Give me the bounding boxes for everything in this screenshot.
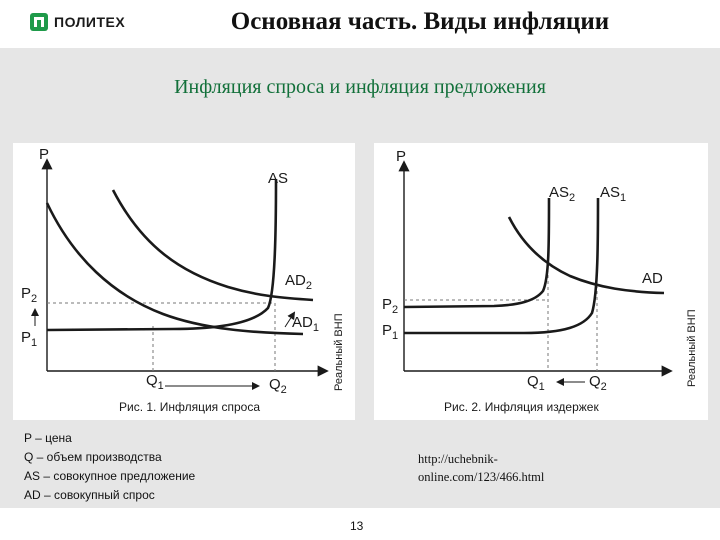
figure-cost-inflation: P AS2 AS1 AD P2 P1 Q1 Q2 Реальный ВНП Ри… <box>374 143 708 420</box>
q2-label: Q2 <box>269 376 287 396</box>
ad-shift-arrow <box>284 311 296 328</box>
ad1-label: AD1 <box>292 314 319 334</box>
p1-label: P1 <box>382 322 398 342</box>
x-axis-label: Реальный ВНП <box>686 309 698 387</box>
ad-label: AD <box>642 270 663 287</box>
slide-title: Основная часть. Виды инфляции <box>230 8 610 35</box>
ad-curve <box>507 216 665 295</box>
y-axis-label: P <box>396 148 406 165</box>
as2-curve <box>403 197 551 309</box>
legend-item: AD – совокупный спрос <box>24 488 155 502</box>
ad2-curve <box>111 189 314 302</box>
politech-logo: ПОЛИТЕХ <box>30 12 125 32</box>
p2-label: P2 <box>382 296 398 316</box>
source-line: online.com/123/466.html <box>418 470 545 484</box>
logo-icon <box>30 13 48 31</box>
y-axis-label: P <box>39 146 49 163</box>
as-curve <box>46 178 278 332</box>
slide-header: ПОЛИТЕХ Основная часть. Виды инфляции <box>0 0 720 48</box>
slide-subtitle: Инфляция спроса и инфляция предложения <box>174 76 546 98</box>
as2-label: AS2 <box>549 184 575 204</box>
legend-item: P – цена <box>24 431 72 445</box>
page-number: 13 <box>350 519 364 533</box>
figure-demand-inflation: P AS AD2 AD1 P2 P1 Q1 Q2 Реальный ВНП Ри… <box>13 143 355 420</box>
ad1-curve <box>45 202 304 336</box>
cost-inflation-diagram: P AS2 AS1 AD P2 P1 Q1 Q2 Реальный ВНП Ри… <box>382 148 698 414</box>
as1-label: AS1 <box>600 184 626 204</box>
ad2-label: AD2 <box>285 272 312 292</box>
figure1-caption: Рис. 1. Инфляция спроса <box>119 400 260 414</box>
figure2-caption: Рис. 2. Инфляция издержек <box>444 400 599 414</box>
x-axis-label: Реальный ВНП <box>333 313 345 391</box>
source-link[interactable]: http://uchebnik- online.com/123/466.html <box>418 450 608 486</box>
as-label: AS <box>268 170 288 187</box>
p1-label: P1 <box>21 329 37 349</box>
q2-label: Q2 <box>589 373 607 393</box>
source-line: http://uchebnik- <box>418 452 498 466</box>
as1-curve <box>404 197 600 335</box>
logo-text: ПОЛИТЕХ <box>54 14 126 30</box>
legend-item: Q – объем производства <box>24 450 162 464</box>
q1-label: Q1 <box>527 373 545 393</box>
p2-label: P2 <box>21 285 37 305</box>
demand-inflation-diagram: P AS AD2 AD1 P2 P1 Q1 Q2 Реальный ВНП Ри… <box>21 146 345 414</box>
legend-item: AS – совокупное предложение <box>24 469 196 483</box>
legend: P – цена Q – объем производства AS – сов… <box>24 429 195 505</box>
q1-label: Q1 <box>146 372 164 392</box>
